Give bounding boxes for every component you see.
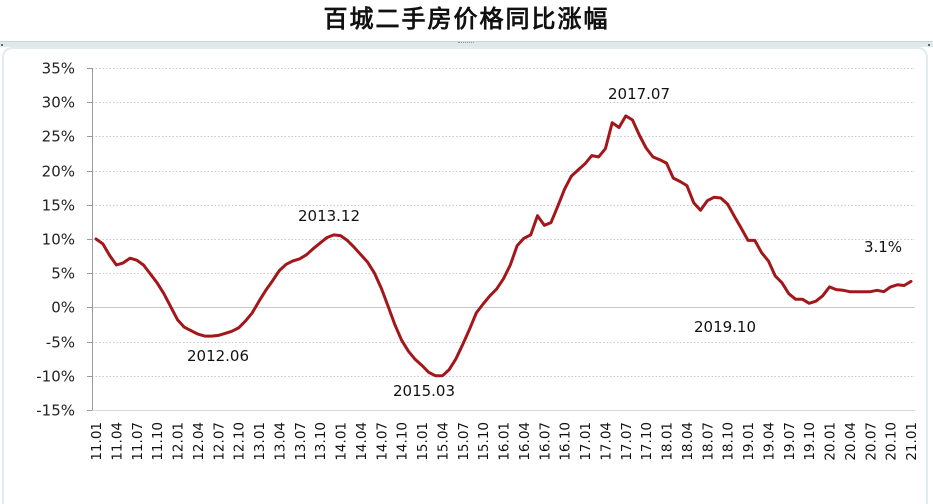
y-tick-label: 0%: [51, 299, 75, 317]
x-tick-label: 20.04: [843, 422, 859, 461]
x-tick-label: 20.07: [863, 422, 879, 461]
y-tick-label: -5%: [46, 334, 75, 352]
x-tick-label: 11.10: [150, 422, 166, 461]
y-tick-label: 15%: [42, 197, 75, 215]
x-tick-label: 13.01: [252, 422, 268, 461]
x-tick-label: 19.04: [761, 422, 777, 461]
x-tick-label: 16.07: [537, 422, 553, 461]
x-tick-label: 14.10: [395, 422, 411, 461]
x-tick-label: 20.01: [823, 422, 839, 461]
annotation-label: 2015.03: [393, 382, 455, 400]
y-tick-label: -15%: [36, 402, 75, 420]
annotation-label: 2017.07: [608, 85, 670, 103]
x-tick-label: 15.10: [476, 422, 492, 461]
x-tick-label: 19.01: [741, 422, 757, 461]
x-tick-label: 18.07: [700, 422, 716, 461]
y-tick-label: 30%: [42, 94, 75, 112]
x-tick-label: 12.04: [191, 422, 207, 461]
x-tick-label: 16.10: [558, 422, 574, 461]
x-tick-label: 17.07: [619, 422, 635, 461]
x-tick-label: 17.01: [578, 422, 594, 461]
y-axis: 35% 30% 25% 20% 15% 10% 5% 0% -5% -10% -15%: [36, 60, 93, 420]
x-tick-label: 18.04: [680, 422, 696, 461]
annotation-label: 2019.10: [694, 318, 756, 336]
y-tick-label: 25%: [42, 128, 75, 146]
annotation-label: 3.1%: [864, 238, 902, 256]
x-tick-label: 11.07: [130, 422, 146, 461]
annotation-label: 2013.12: [298, 207, 360, 225]
x-tick-label: 14.07: [374, 422, 390, 461]
x-tick-label: 13.04: [272, 422, 288, 461]
y-tick-label: -10%: [36, 368, 75, 386]
x-tick-label: 12.07: [211, 422, 227, 461]
x-tick-label: 16.04: [517, 422, 533, 461]
x-tick-label: 11.01: [89, 422, 105, 461]
y-tick-label: 5%: [51, 265, 75, 283]
x-tick-label: 21.01: [904, 422, 920, 461]
x-tick-label: 15.01: [415, 422, 431, 461]
annotation-label: 2012.06: [187, 347, 249, 365]
x-tick-label: 13.10: [313, 422, 329, 461]
gridlines: [92, 68, 915, 377]
x-tick-label: 15.04: [435, 422, 451, 461]
chart-frame-top-bar: [0, 41, 933, 47]
x-tick-label: 19.07: [782, 422, 798, 461]
x-axis: 11.01 11.04 11.07 11.10 12.01 12.04 12.07 12.10…: [89, 410, 920, 461]
annotations: 2012.06 2013.12 2015.03 2017.07 2019.10 3.1%: [187, 85, 902, 400]
x-tick-label: 18.01: [660, 422, 676, 461]
x-tick-label: 12.10: [232, 422, 248, 461]
x-tick-label: 15.07: [456, 422, 472, 461]
x-tick-label: 17.10: [639, 422, 655, 461]
x-tick-label: 11.04: [109, 422, 125, 461]
y-tick-label: 20%: [42, 163, 75, 181]
x-tick-label: 12.01: [171, 422, 187, 461]
x-tick-label: 14.01: [334, 422, 350, 461]
x-tick-label: 17.04: [598, 422, 614, 461]
y-tick-label: 35%: [42, 60, 75, 78]
resize-grip-icon[interactable]: [458, 42, 474, 46]
x-tick-label: 20.10: [884, 422, 900, 461]
chart-title: 百城二手房价格同比涨幅: [323, 4, 610, 33]
x-tick-label: 14.04: [354, 422, 370, 461]
x-tick-label: 19.10: [802, 422, 818, 461]
frame-handle-left[interactable]: [1, 44, 3, 46]
x-tick-label: 18.10: [721, 422, 737, 461]
y-tick-label: 10%: [42, 231, 75, 249]
series-line: [94, 114, 913, 378]
frame-handle-right[interactable]: [928, 44, 930, 46]
x-tick-label: 13.07: [293, 422, 309, 461]
x-tick-label: 16.01: [497, 422, 513, 461]
